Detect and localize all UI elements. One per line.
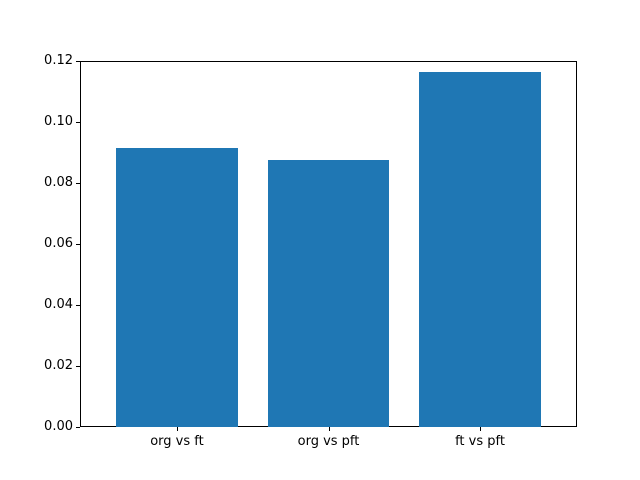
y-tick-mark <box>76 366 80 367</box>
y-tick-mark <box>76 183 80 184</box>
x-tick-mark <box>176 427 178 431</box>
bar-org-vs-pft <box>267 160 390 427</box>
y-tick-label: 0.04 <box>44 297 73 312</box>
x-tick-mark <box>328 427 330 431</box>
y-tick-label: 0.12 <box>44 53 73 68</box>
y-tick-label: 0.08 <box>44 175 73 190</box>
y-tick-label: 0.02 <box>44 358 73 373</box>
y-tick-label: 0.10 <box>44 114 73 129</box>
y-tick-label: 0.00 <box>44 419 73 434</box>
bar-ft-vs-pft <box>419 71 541 427</box>
y-tick-mark <box>76 61 80 62</box>
x-tick-label: ft vs pft <box>455 434 505 449</box>
y-tick-mark <box>76 122 80 123</box>
y-tick-mark <box>76 427 80 428</box>
y-tick-label: 0.06 <box>44 236 73 251</box>
x-tick-label: org vs ft <box>150 434 204 449</box>
y-tick-mark <box>76 305 80 306</box>
x-tick-label: org vs pft <box>297 434 360 449</box>
y-tick-mark <box>76 244 80 245</box>
bar-org-vs-ft <box>116 147 238 427</box>
x-tick-mark <box>480 427 482 431</box>
